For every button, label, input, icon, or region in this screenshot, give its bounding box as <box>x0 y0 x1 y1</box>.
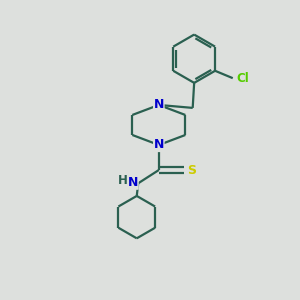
Text: N: N <box>154 98 164 111</box>
Text: H: H <box>118 174 128 187</box>
Text: Cl: Cl <box>237 72 249 85</box>
Text: N: N <box>128 176 138 189</box>
Text: S: S <box>188 164 196 176</box>
Text: N: N <box>154 139 164 152</box>
